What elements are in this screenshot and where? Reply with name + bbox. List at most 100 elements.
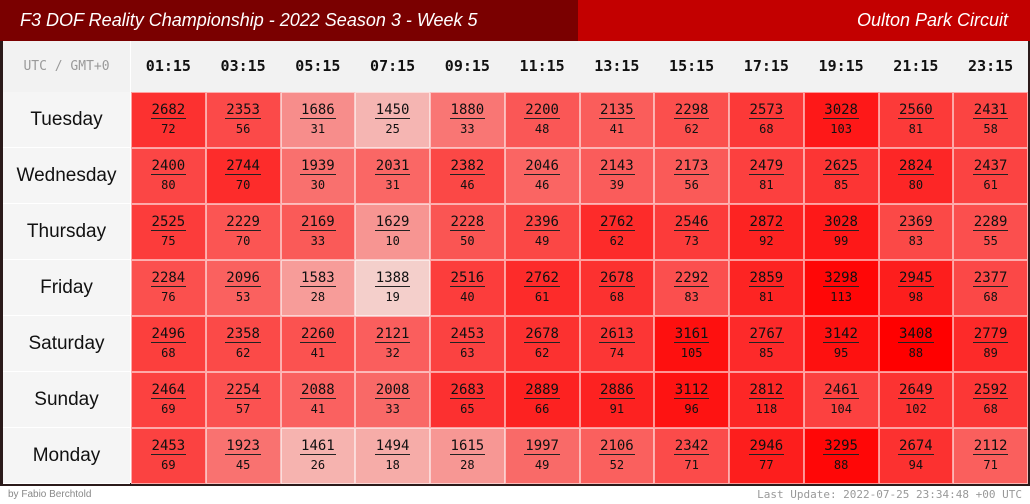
cell-count: 65 bbox=[460, 402, 475, 416]
last-update: Last Update: 2022-07-25 23:34:48 +00 UTC bbox=[757, 488, 1022, 501]
cell-value: 3028 bbox=[823, 102, 859, 119]
day-label: Thursday bbox=[3, 204, 130, 260]
cell-value: 2779 bbox=[972, 326, 1009, 343]
cell-count: 31 bbox=[385, 178, 400, 192]
cell-value: 2649 bbox=[898, 382, 934, 399]
cell-count: 56 bbox=[235, 122, 251, 136]
cell-value: 2824 bbox=[898, 158, 934, 175]
header-bar: F3 DOF Reality Championship - 2022 Seaso… bbox=[0, 0, 1030, 41]
cell-count: 50 bbox=[460, 234, 475, 248]
cell-value: 2260 bbox=[300, 326, 336, 343]
heatmap-cell: 1923 45 bbox=[205, 428, 281, 484]
day-label: Tuesday bbox=[3, 92, 130, 148]
cell-count: 46 bbox=[534, 178, 550, 192]
heatmap-cell: 2682 72 bbox=[131, 92, 206, 148]
heatmap-cell: 2767 85 bbox=[729, 316, 804, 372]
cell-count: 33 bbox=[385, 402, 400, 416]
cell-count: 32 bbox=[385, 346, 400, 360]
cell-value: 2382 bbox=[449, 158, 486, 175]
heatmap-cell: 3161 105 bbox=[654, 316, 729, 372]
cell-value: 1923 bbox=[225, 438, 261, 455]
cell-count: 104 bbox=[830, 402, 852, 416]
cell-value: 2762 bbox=[524, 270, 560, 287]
heatmap-cell: 2046 46 bbox=[504, 148, 580, 204]
heatmap-cell: 2377 68 bbox=[953, 260, 1028, 316]
time-header: 13:15 bbox=[579, 41, 655, 92]
heatmap-cell: 2613 74 bbox=[579, 316, 655, 372]
heatmap-cell: 2254 57 bbox=[205, 372, 281, 428]
time-header: 21:15 bbox=[878, 41, 954, 92]
cell-value: 2031 bbox=[374, 158, 411, 175]
cell-count: 30 bbox=[310, 178, 326, 192]
cell-count: 72 bbox=[161, 122, 176, 136]
cell-value: 1494 bbox=[374, 438, 411, 455]
heatmap-cell: 3028 99 bbox=[803, 204, 879, 260]
heatmap-cell: 1583 28 bbox=[280, 260, 356, 316]
cell-value: 2096 bbox=[225, 270, 261, 287]
heatmap-cell: 2762 61 bbox=[504, 260, 580, 316]
cell-count: 18 bbox=[385, 458, 400, 472]
cell-count: 81 bbox=[759, 178, 774, 192]
heatmap-cell: 1461 26 bbox=[280, 428, 356, 484]
cell-value: 2400 bbox=[150, 158, 187, 175]
heatmap-cell: 2400 80 bbox=[131, 148, 206, 204]
cell-count: 103 bbox=[830, 122, 852, 136]
cell-count: 63 bbox=[460, 346, 475, 360]
cell-count: 71 bbox=[983, 458, 998, 472]
heatmap-cell: 2625 85 bbox=[803, 148, 879, 204]
cell-value: 1583 bbox=[300, 270, 336, 287]
cell-value: 3298 bbox=[823, 270, 859, 287]
heatmap-cell: 2096 53 bbox=[205, 260, 281, 316]
cell-value: 2573 bbox=[748, 102, 785, 119]
cell-count: 70 bbox=[235, 234, 251, 248]
day-label: Wednesday bbox=[3, 148, 130, 204]
cell-value: 2292 bbox=[673, 270, 710, 287]
cell-value: 2872 bbox=[748, 214, 785, 231]
heatmap-cell: 2744 70 bbox=[205, 148, 281, 204]
heatmap-cell: 2678 62 bbox=[504, 316, 580, 372]
heatmap-cell: 2496 68 bbox=[131, 316, 206, 372]
heatmap-cell: 3298 113 bbox=[803, 260, 879, 316]
cell-count: 61 bbox=[983, 178, 998, 192]
heatmap-cell: 3142 95 bbox=[803, 316, 879, 372]
cell-value: 3142 bbox=[823, 326, 859, 343]
day-label: Saturday bbox=[3, 316, 130, 372]
heatmap-cell: 2292 83 bbox=[654, 260, 729, 316]
cell-value: 2592 bbox=[972, 382, 1009, 399]
time-header: 09:15 bbox=[430, 41, 505, 92]
cell-count: 83 bbox=[684, 290, 699, 304]
cell-count: 69 bbox=[161, 458, 176, 472]
heatmap-cell: 2431 58 bbox=[953, 92, 1028, 148]
author-credit: by Fabio Berchtold bbox=[8, 489, 92, 500]
cell-count: 52 bbox=[609, 458, 625, 472]
cell-value: 1997 bbox=[524, 438, 560, 455]
cell-value: 2461 bbox=[823, 382, 859, 399]
heatmap-cell: 2516 40 bbox=[430, 260, 505, 316]
heatmap-cell: 2289 55 bbox=[953, 204, 1028, 260]
cell-value: 2369 bbox=[898, 214, 934, 231]
heatmap-cell: 2889 66 bbox=[504, 372, 580, 428]
cell-count: 19 bbox=[385, 290, 400, 304]
cell-count: 58 bbox=[983, 122, 998, 136]
cell-count: 92 bbox=[759, 234, 774, 248]
heatmap-cell: 2592 68 bbox=[953, 372, 1028, 428]
cell-value: 2560 bbox=[898, 102, 934, 119]
heatmap-cell: 2135 41 bbox=[579, 92, 655, 148]
cell-value: 2453 bbox=[150, 438, 187, 455]
cell-value: 2284 bbox=[150, 270, 187, 287]
cell-value: 2767 bbox=[748, 326, 785, 343]
heatmap-cell: 2200 48 bbox=[504, 92, 580, 148]
heatmap-cell: 1997 49 bbox=[504, 428, 580, 484]
heatmap-cell: 1686 31 bbox=[280, 92, 356, 148]
cell-count: 53 bbox=[235, 290, 251, 304]
heatmap-cell: 2260 41 bbox=[280, 316, 356, 372]
cell-value: 2229 bbox=[225, 214, 261, 231]
cell-count: 99 bbox=[833, 234, 849, 248]
heatmap-cell: 2461 104 bbox=[803, 372, 879, 428]
heatmap-cell: 2812 118 bbox=[729, 372, 804, 428]
cell-value: 2396 bbox=[524, 214, 560, 231]
cell-count: 10 bbox=[385, 234, 400, 248]
heatmap-cell: 2298 62 bbox=[654, 92, 729, 148]
heatmap-cell: 2779 89 bbox=[953, 316, 1028, 372]
heatmap-cell: 1450 25 bbox=[355, 92, 430, 148]
